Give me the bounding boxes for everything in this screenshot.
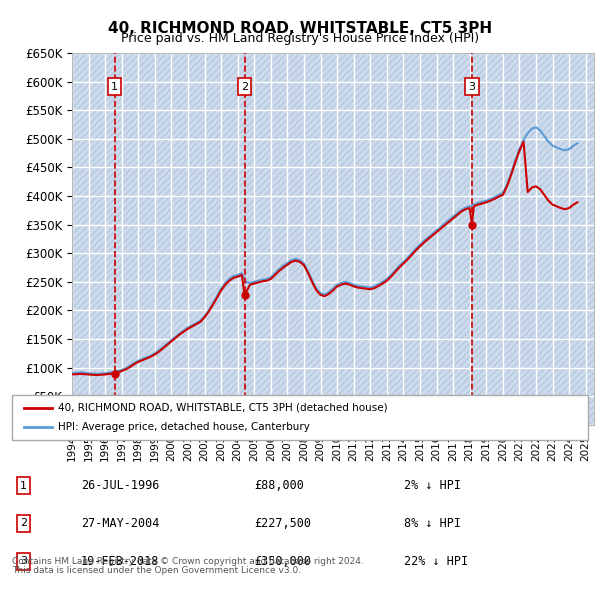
Text: 19-FEB-2018: 19-FEB-2018 <box>81 555 160 568</box>
Text: 3: 3 <box>469 81 475 91</box>
Text: £350,000: £350,000 <box>254 555 311 568</box>
Text: £227,500: £227,500 <box>254 517 311 530</box>
Text: 8% ↓ HPI: 8% ↓ HPI <box>404 517 461 530</box>
Text: 3: 3 <box>20 556 27 566</box>
Text: Price paid vs. HM Land Registry's House Price Index (HPI): Price paid vs. HM Land Registry's House … <box>121 32 479 45</box>
Text: £88,000: £88,000 <box>254 479 304 492</box>
Text: 22% ↓ HPI: 22% ↓ HPI <box>404 555 468 568</box>
Text: 1: 1 <box>20 480 27 490</box>
FancyBboxPatch shape <box>12 395 588 440</box>
Text: HPI: Average price, detached house, Canterbury: HPI: Average price, detached house, Cant… <box>58 422 310 432</box>
Text: Contains HM Land Registry data © Crown copyright and database right 2024.: Contains HM Land Registry data © Crown c… <box>12 558 364 566</box>
Text: 2% ↓ HPI: 2% ↓ HPI <box>404 479 461 492</box>
Text: This data is licensed under the Open Government Licence v3.0.: This data is licensed under the Open Gov… <box>12 566 301 575</box>
Text: 2: 2 <box>241 81 248 91</box>
Text: 27-MAY-2004: 27-MAY-2004 <box>81 517 160 530</box>
Text: 40, RICHMOND ROAD, WHITSTABLE, CT5 3PH (detached house): 40, RICHMOND ROAD, WHITSTABLE, CT5 3PH (… <box>58 403 388 412</box>
Text: 26-JUL-1996: 26-JUL-1996 <box>81 479 160 492</box>
Text: 2: 2 <box>20 519 27 529</box>
Text: 1: 1 <box>111 81 118 91</box>
Text: 40, RICHMOND ROAD, WHITSTABLE, CT5 3PH: 40, RICHMOND ROAD, WHITSTABLE, CT5 3PH <box>108 21 492 35</box>
